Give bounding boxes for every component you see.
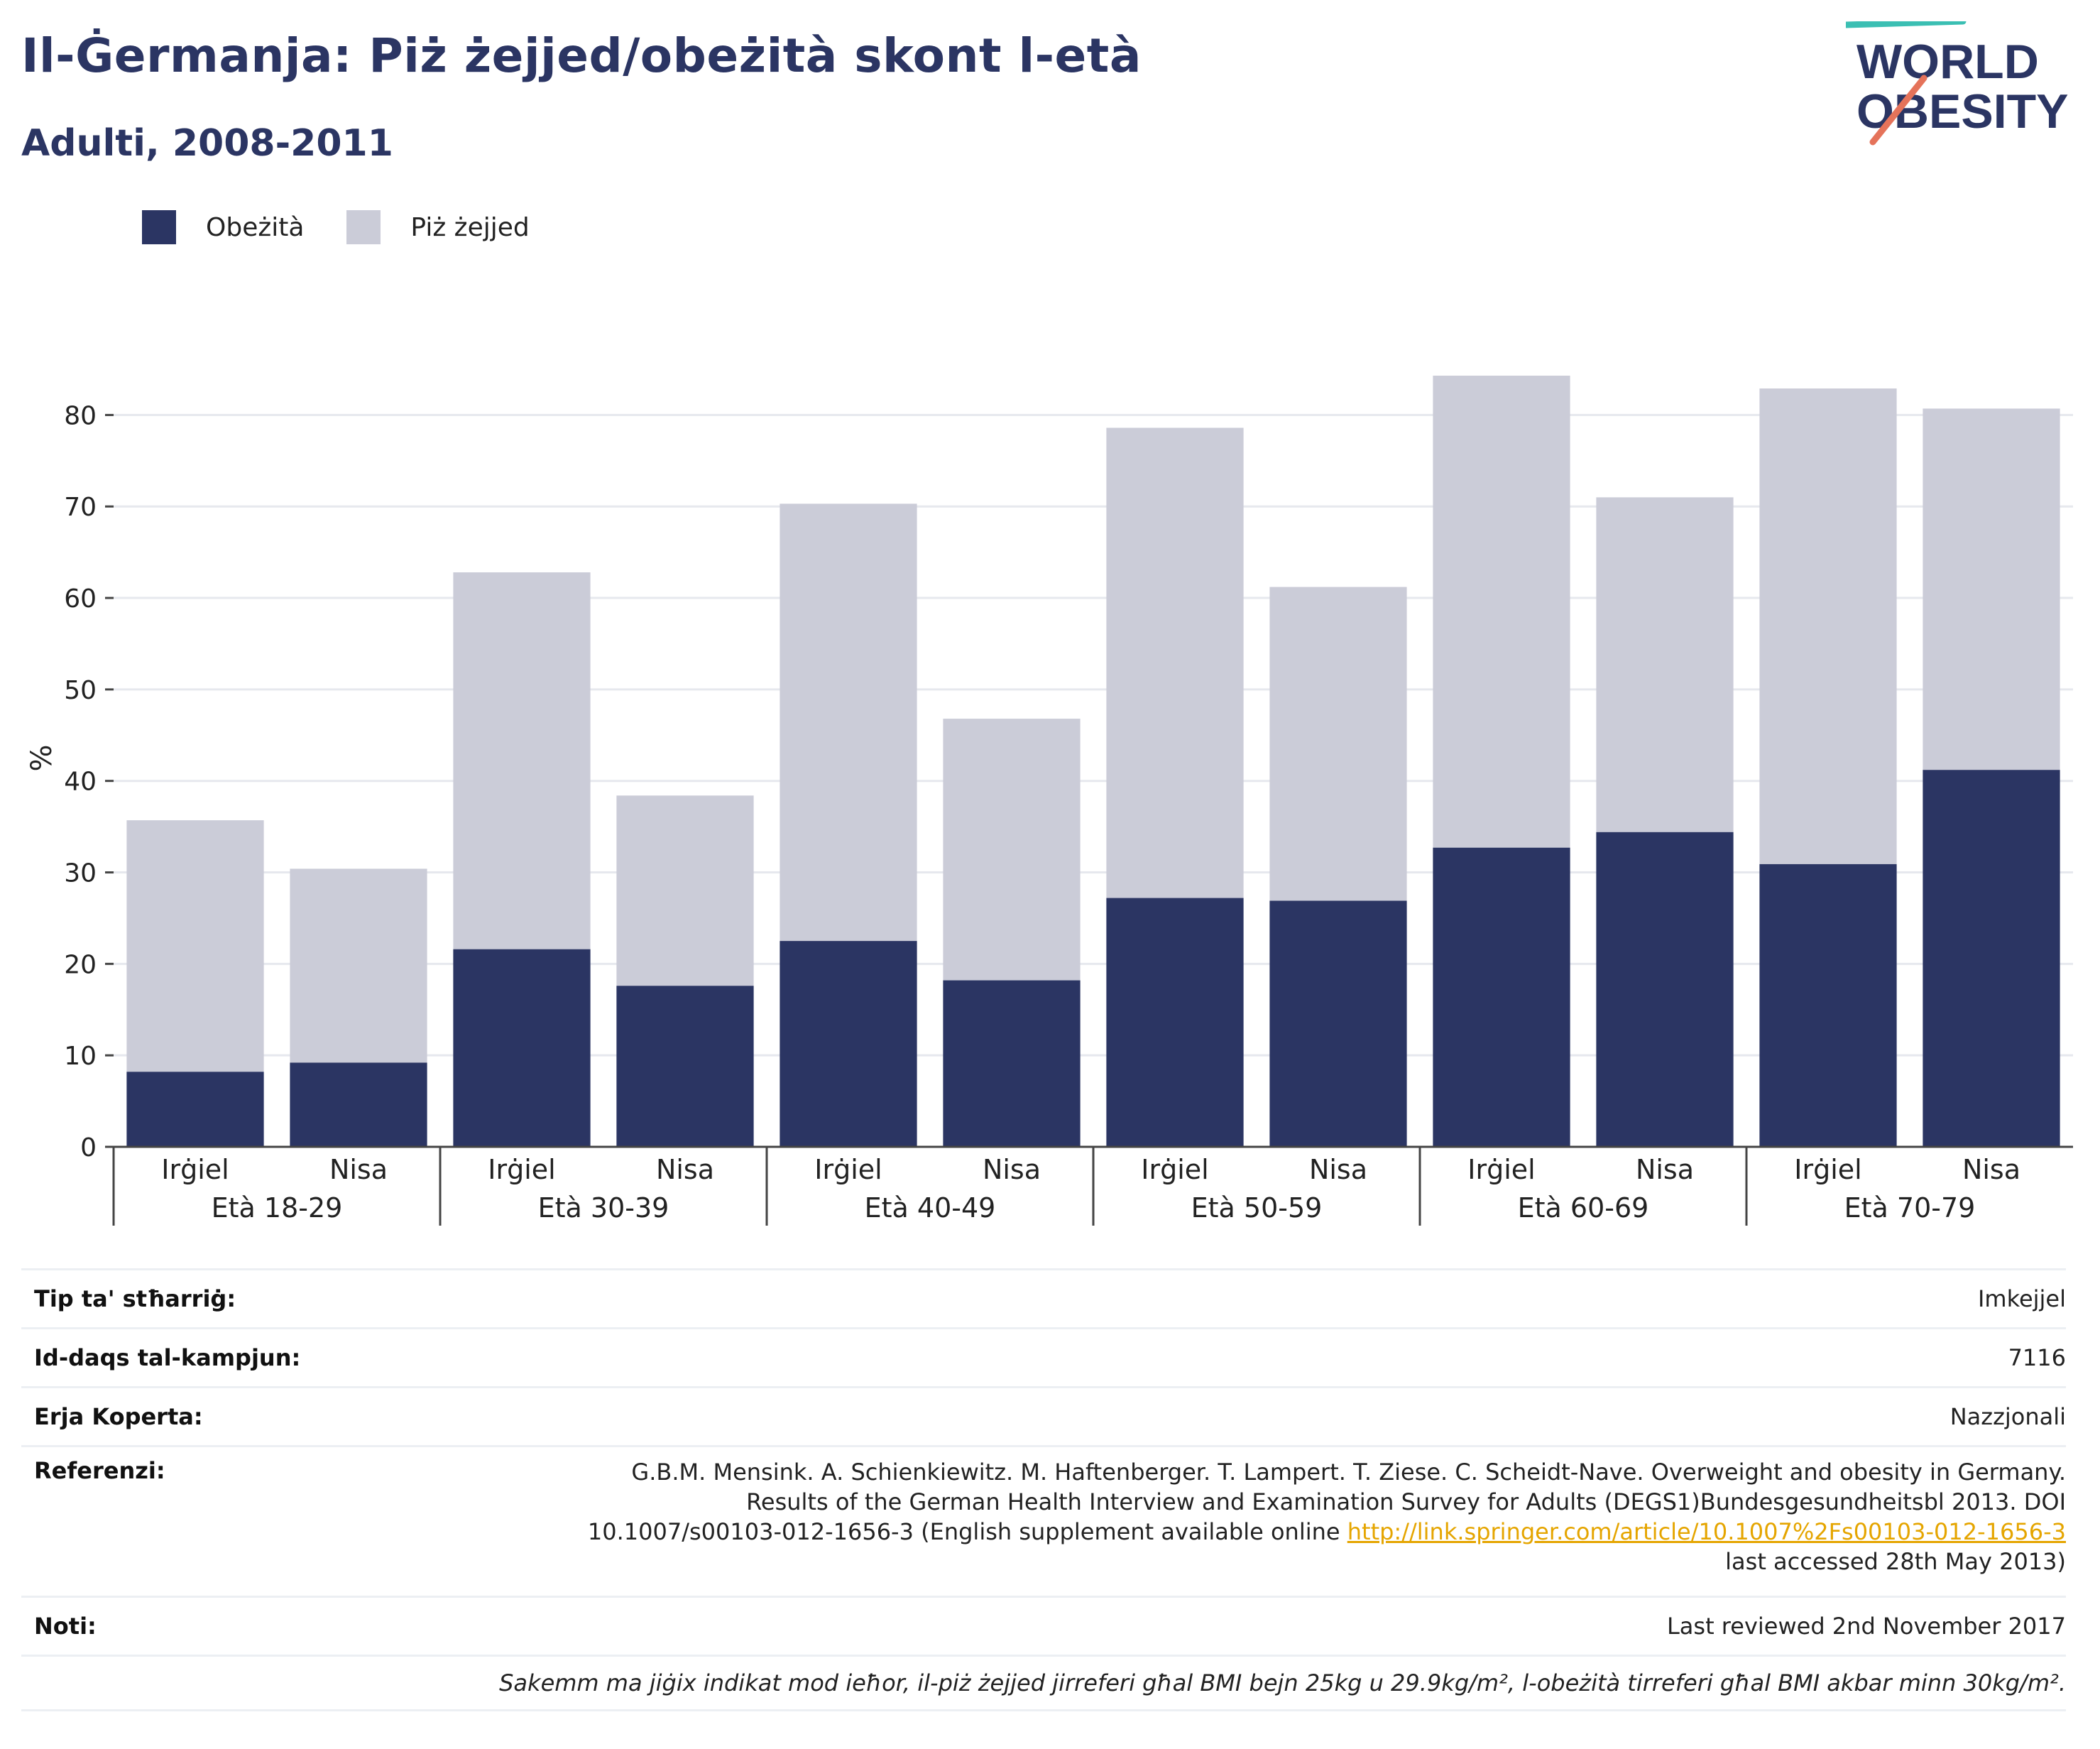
world-obesity-logo: WORLD OBESITY [1846, 21, 2069, 146]
chart-subtitle: Adulti, 2008-2011 [21, 122, 393, 165]
logo-slash-teal [1846, 21, 1967, 28]
survey-type-label: Tip ta' stħarriġ: [34, 1285, 236, 1312]
bar-obesity [1759, 863, 1897, 1147]
survey-type-value: Imkejjel [1977, 1285, 2066, 1312]
x-subcategory-label: Nisa [1636, 1154, 1694, 1185]
bar-obesity [126, 1072, 264, 1147]
sample-size-label: Id-daqs tal-kampjun: [34, 1344, 301, 1371]
bar-obesity [1596, 832, 1734, 1147]
y-tick-label: 80 [64, 401, 97, 430]
references-text-2: last accessed 28th May 2013) [1725, 1548, 2066, 1575]
x-subcategory-label: Irġiel [1467, 1154, 1535, 1185]
x-group-label: Età 30-39 [538, 1192, 669, 1224]
x-group-label: Età 40-49 [865, 1192, 996, 1224]
y-tick-label: 60 [64, 584, 97, 614]
chart-title: Il-Ġermanja: Piż żejjed/obeżità skont l-… [21, 28, 1142, 83]
x-subcategory-label: Nisa [983, 1154, 1041, 1185]
y-tick-label: 20 [64, 950, 97, 979]
info-table: Tip ta' stħarriġ: Imkejjel Id-daqs tal-k… [21, 1268, 2066, 1711]
legend-label-overweight: Piż żejjed [410, 212, 530, 242]
y-tick-label: 30 [64, 859, 97, 888]
y-tick-label: 40 [64, 768, 97, 797]
info-row-footnote: Sakemm ma jiġix indikat mod ieħor, il-pi… [21, 1655, 2066, 1711]
references-label: Referenzi: [34, 1457, 165, 1484]
notes-value: Last reviewed 2nd November 2017 [1666, 1613, 2066, 1640]
info-row-area: Erja Koperta: Nazzjonali [21, 1386, 2066, 1445]
x-subcategory-label: Nisa [1962, 1154, 2020, 1185]
info-row-references: Referenzi: G.B.M. Mensink. A. Schienkiew… [21, 1445, 2066, 1596]
chart-legend: Obeżità Piż żejjed [142, 210, 572, 244]
x-subcategory-label: Irġiel [161, 1154, 229, 1185]
references-text-1: G.B.M. Mensink. A. Schienkiewitz. M. Haf… [587, 1459, 2066, 1545]
y-axis-label: % [26, 744, 58, 771]
x-group-label: Età 18-29 [212, 1192, 343, 1224]
bar-obesity [1923, 770, 2060, 1147]
bar-obesity [616, 986, 754, 1147]
sample-size-value: 7116 [2008, 1344, 2066, 1371]
area-label: Erja Koperta: [34, 1403, 203, 1430]
x-group-label: Età 60-69 [1518, 1192, 1649, 1224]
info-row-survey-type: Tip ta' stħarriġ: Imkejjel [21, 1268, 2066, 1327]
x-subcategory-label: Irġiel [488, 1154, 555, 1185]
bar-obesity [453, 949, 591, 1147]
x-group-label: Età 70-79 [1844, 1192, 1976, 1224]
x-subcategory-label: Nisa [329, 1154, 388, 1185]
info-row-sample-size: Id-daqs tal-kampjun: 7116 [21, 1327, 2066, 1386]
legend-item-obesity: Obeżità [142, 210, 304, 244]
x-subcategory-label: Nisa [1309, 1154, 1367, 1185]
x-subcategory-label: Irġiel [1141, 1154, 1208, 1185]
x-subcategory-label: Irġiel [1794, 1154, 1861, 1185]
bar-obesity [1106, 898, 1244, 1147]
info-row-notes: Noti: Last reviewed 2nd November 2017 [21, 1596, 2066, 1655]
y-tick-label: 50 [64, 676, 97, 705]
x-group-label: Età 50-59 [1191, 1192, 1323, 1224]
legend-item-overweight: Piż żejjed [346, 210, 530, 244]
bar-obesity [1269, 900, 1407, 1147]
logo-line-2: OBESITY [1856, 85, 2069, 138]
bar-chart: 0 10 20 30 40 50 60 70 80% Irġiel Nisa Età 18-29 Irġ… [26, 376, 2073, 1226]
references-value: G.B.M. Mensink. A. Schienkiewitz. M. Haf… [575, 1457, 2066, 1576]
y-tick-label: 10 [64, 1042, 97, 1071]
area-value: Nazzjonali [1949, 1403, 2066, 1430]
x-subcategory-label: Nisa [656, 1154, 714, 1185]
y-tick-label: 0 [80, 1133, 97, 1162]
notes-label: Noti: [34, 1613, 97, 1640]
bar-obesity [290, 1062, 427, 1147]
legend-swatch-obesity [142, 210, 176, 244]
y-tick-label: 70 [64, 493, 97, 522]
bar-obesity [780, 941, 917, 1147]
bar-obesity [1433, 847, 1570, 1147]
logo-line-1: WORLD [1856, 35, 2039, 89]
footnote-text: Sakemm ma jiġix indikat mod ieħor, il-pi… [499, 1669, 2066, 1696]
legend-swatch-overweight [346, 210, 381, 244]
logo-slash-coral [1869, 75, 1927, 146]
references-link[interactable]: http://link.springer.com/article/10.1007… [1347, 1518, 2066, 1545]
x-subcategory-label: Irġiel [814, 1154, 882, 1185]
legend-label-obesity: Obeżità [206, 212, 305, 242]
bar-obesity [943, 980, 1081, 1147]
